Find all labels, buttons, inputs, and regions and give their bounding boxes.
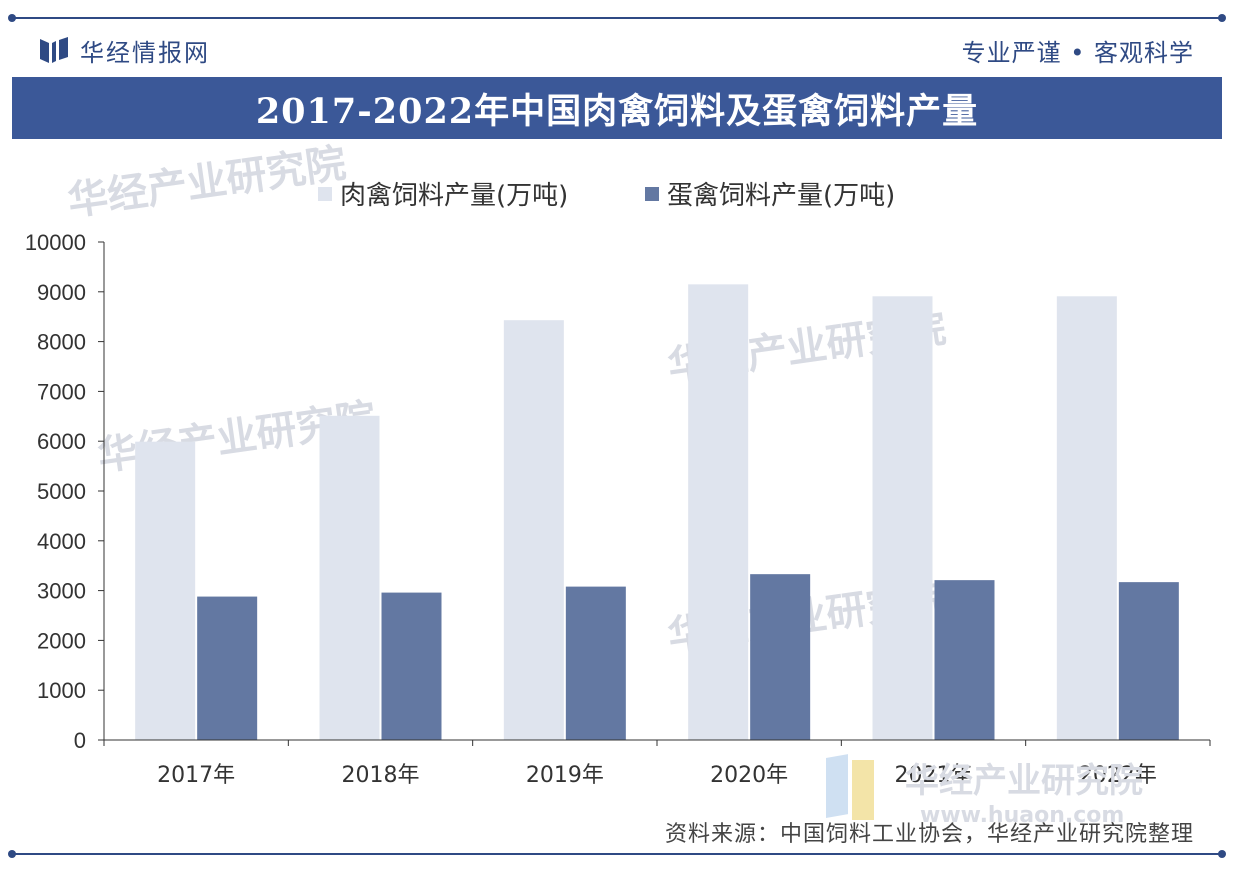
legend-swatch-series1 [318,186,332,201]
bar-series2-2019年 [565,586,626,740]
legend-item-series1: 肉禽饲料产量(万吨) [318,175,568,212]
x-axis: 2017年 2018年 2019年 2020年 2021年 2022年 [103,739,1211,788]
y-axis: 0 1000 2000 3000 4000 5000 6000 7000 8000 9000 100… [25,230,105,753]
y-tick-label: 5000 [37,479,86,504]
corner-watermark-text: 华经产业研究院 [905,761,1143,801]
legend-label-series2: 蛋禽饲料产量(万吨) [667,181,896,211]
legend-label-series1: 肉禽饲料产量(万吨) [340,181,569,211]
brand-name: 华经情报网 [80,39,210,67]
bar-series1-2018年 [319,415,380,740]
y-tick-label: 7000 [37,379,86,404]
bar-series1-2020年 [688,284,749,740]
y-tick-label: 0 [74,728,86,753]
x-tick-label: 2019年 [526,763,604,788]
bottom-rule-dot-right [1218,850,1226,858]
x-tick-label: 2018年 [342,763,420,788]
bar-series1-2021年 [872,296,933,740]
bottom-rule [12,853,1222,855]
y-tick-label: 4000 [37,529,86,554]
bar-series1-2017年 [135,441,196,740]
bar-series2-2018年 [381,592,442,740]
legend: 肉禽饲料产量(万吨) 蛋禽饲料产量(万吨) [0,175,1234,215]
slogan: 专业严谨 • 客观科学 [961,39,1194,67]
corner-watermark: 华经产业研究院 www.huaon.com [826,754,1143,828]
x-tick-label: 2021年 [895,763,973,788]
top-rule-dot-left [8,14,16,22]
legend-swatch-series2 [645,186,659,201]
top-rule-dot-right [1218,14,1226,22]
bar-series1-2019年 [503,320,564,740]
bar-series2-2020年 [750,574,811,740]
chart-title: 2017-2022年中国肉禽饲料及蛋禽饲料产量 [255,90,979,132]
source-note: 资料来源：中国饲料工业协会，华经产业研究院整理 [664,822,1194,847]
bar-series2-2021年 [934,580,995,740]
y-tick-label: 2000 [37,628,86,653]
legend-item-series2: 蛋禽饲料产量(万吨) [645,175,895,212]
y-tick-label: 6000 [37,429,86,454]
bar-series2-2022年 [1118,582,1179,740]
top-rule [12,17,1222,19]
brand-logo-icon [40,36,68,64]
bar-series1-2022年 [1056,296,1117,740]
y-tick-label: 10000 [25,230,86,255]
bottom-rule-dot-left [8,850,16,858]
bars [135,284,1179,740]
y-tick-label: 3000 [37,579,86,604]
x-tick-label: 2022年 [1079,763,1157,788]
title-bar: 2017-2022年中国肉禽饲料及蛋禽饲料产量 [12,77,1222,139]
bar-series2-2017年 [197,596,258,740]
x-tick-label: 2017年 [157,763,235,788]
corner-watermark-url: www.huaon.com [920,803,1124,828]
y-tick-label: 9000 [37,280,86,305]
y-tick-label: 1000 [37,678,86,703]
x-tick-label: 2020年 [710,763,788,788]
y-tick-label: 8000 [37,330,86,355]
